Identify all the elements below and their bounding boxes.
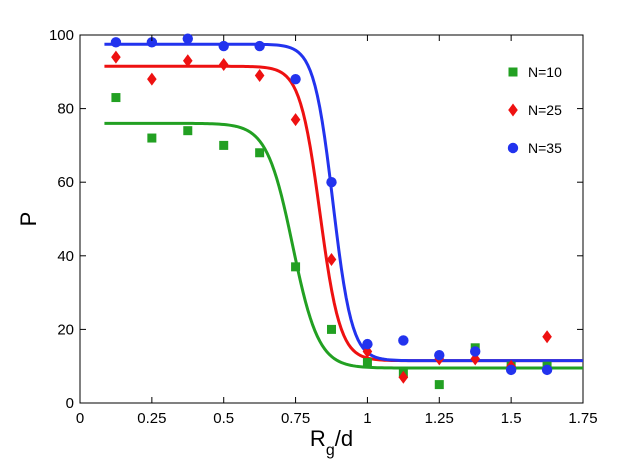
legend: N=10 N=25 N=35 xyxy=(507,64,562,156)
legend-label: N=25 xyxy=(528,102,562,118)
legend-label: N=10 xyxy=(528,64,562,80)
data-point-N=25 xyxy=(111,50,121,64)
x-tick-labels: 0 0.25 0.5 0.75 1 1.25 1.5 1.75 xyxy=(76,410,598,427)
plot-area xyxy=(79,33,584,404)
fit-curve-N=10 xyxy=(104,121,583,370)
x-tick-label: 1.5 xyxy=(501,410,522,427)
data-point-N=10 xyxy=(327,324,336,334)
plot-frame xyxy=(79,34,584,404)
data-point-N=10 xyxy=(362,358,372,368)
data-point-N=35 xyxy=(470,346,481,357)
axis-ticks xyxy=(79,34,584,404)
y-tick-label: 20 xyxy=(57,321,74,338)
data-point-N=25 xyxy=(542,330,552,344)
data-point-N=35 xyxy=(254,40,265,52)
x-axis-label-suffix: /d xyxy=(335,426,353,451)
x-tick-label: 0.75 xyxy=(281,410,310,427)
data-point-N=35 xyxy=(541,364,553,376)
data-point-N=35 xyxy=(362,338,373,350)
x-tick-label: 1 xyxy=(363,410,371,427)
y-tick-label: 0 xyxy=(66,395,74,412)
data-point-N=35 xyxy=(505,364,517,376)
data-point-N=35 xyxy=(326,177,337,188)
x-tick-label: 1.75 xyxy=(568,410,597,427)
data-point-N=35 xyxy=(110,37,122,48)
y-tick-label: 80 xyxy=(57,101,74,118)
data-point-N=35 xyxy=(290,73,301,85)
data-point-N=35 xyxy=(146,37,158,48)
data-point-N=25 xyxy=(182,54,193,68)
data-point-N=35 xyxy=(434,349,445,361)
y-tick-label: 100 xyxy=(49,27,74,44)
data-point-N=10 xyxy=(434,380,444,390)
y-tick-labels: 0 20 40 60 80 100 xyxy=(49,27,74,412)
legend-label: N=35 xyxy=(528,140,562,156)
x-axis-label: Rg/d xyxy=(310,426,353,459)
data-point-N=10 xyxy=(147,133,157,143)
data-point-N=25 xyxy=(290,113,301,127)
x-tick-label: 0 xyxy=(76,410,84,427)
legend-marker-N=35 xyxy=(507,142,519,154)
fit-curves xyxy=(104,42,583,370)
data-point-N=25 xyxy=(398,370,409,384)
data-point-N=10 xyxy=(219,140,229,150)
y-axis-label: P xyxy=(16,212,41,227)
data-point-N=35 xyxy=(398,335,409,346)
data-point-N=10 xyxy=(291,262,301,272)
x-tick-label: 0.5 xyxy=(213,410,234,427)
data-point-N=25 xyxy=(254,68,265,82)
data-point-N=10 xyxy=(255,148,265,158)
x-tick-label: 0.25 xyxy=(137,410,166,427)
y-tick-label: 40 xyxy=(57,248,74,265)
data-point-N=25 xyxy=(218,57,229,71)
data-point-N=35 xyxy=(218,40,229,52)
legend-marker-N=10 xyxy=(508,67,518,77)
y-tick-label: 60 xyxy=(57,174,74,191)
x-tick-label: 1.25 xyxy=(425,410,454,427)
data-point-N=10 xyxy=(111,93,121,103)
data-point-N=25 xyxy=(326,252,337,266)
data-point-N=35 xyxy=(182,33,193,44)
data-point-N=25 xyxy=(147,72,157,86)
x-axis-label-subscript: g xyxy=(326,442,335,459)
legend-marker-N=25 xyxy=(508,103,518,117)
data-markers xyxy=(110,33,553,390)
x-axis-label-main: R xyxy=(310,426,326,451)
fit-curve-N=35 xyxy=(104,42,583,363)
data-point-N=10 xyxy=(183,126,193,136)
